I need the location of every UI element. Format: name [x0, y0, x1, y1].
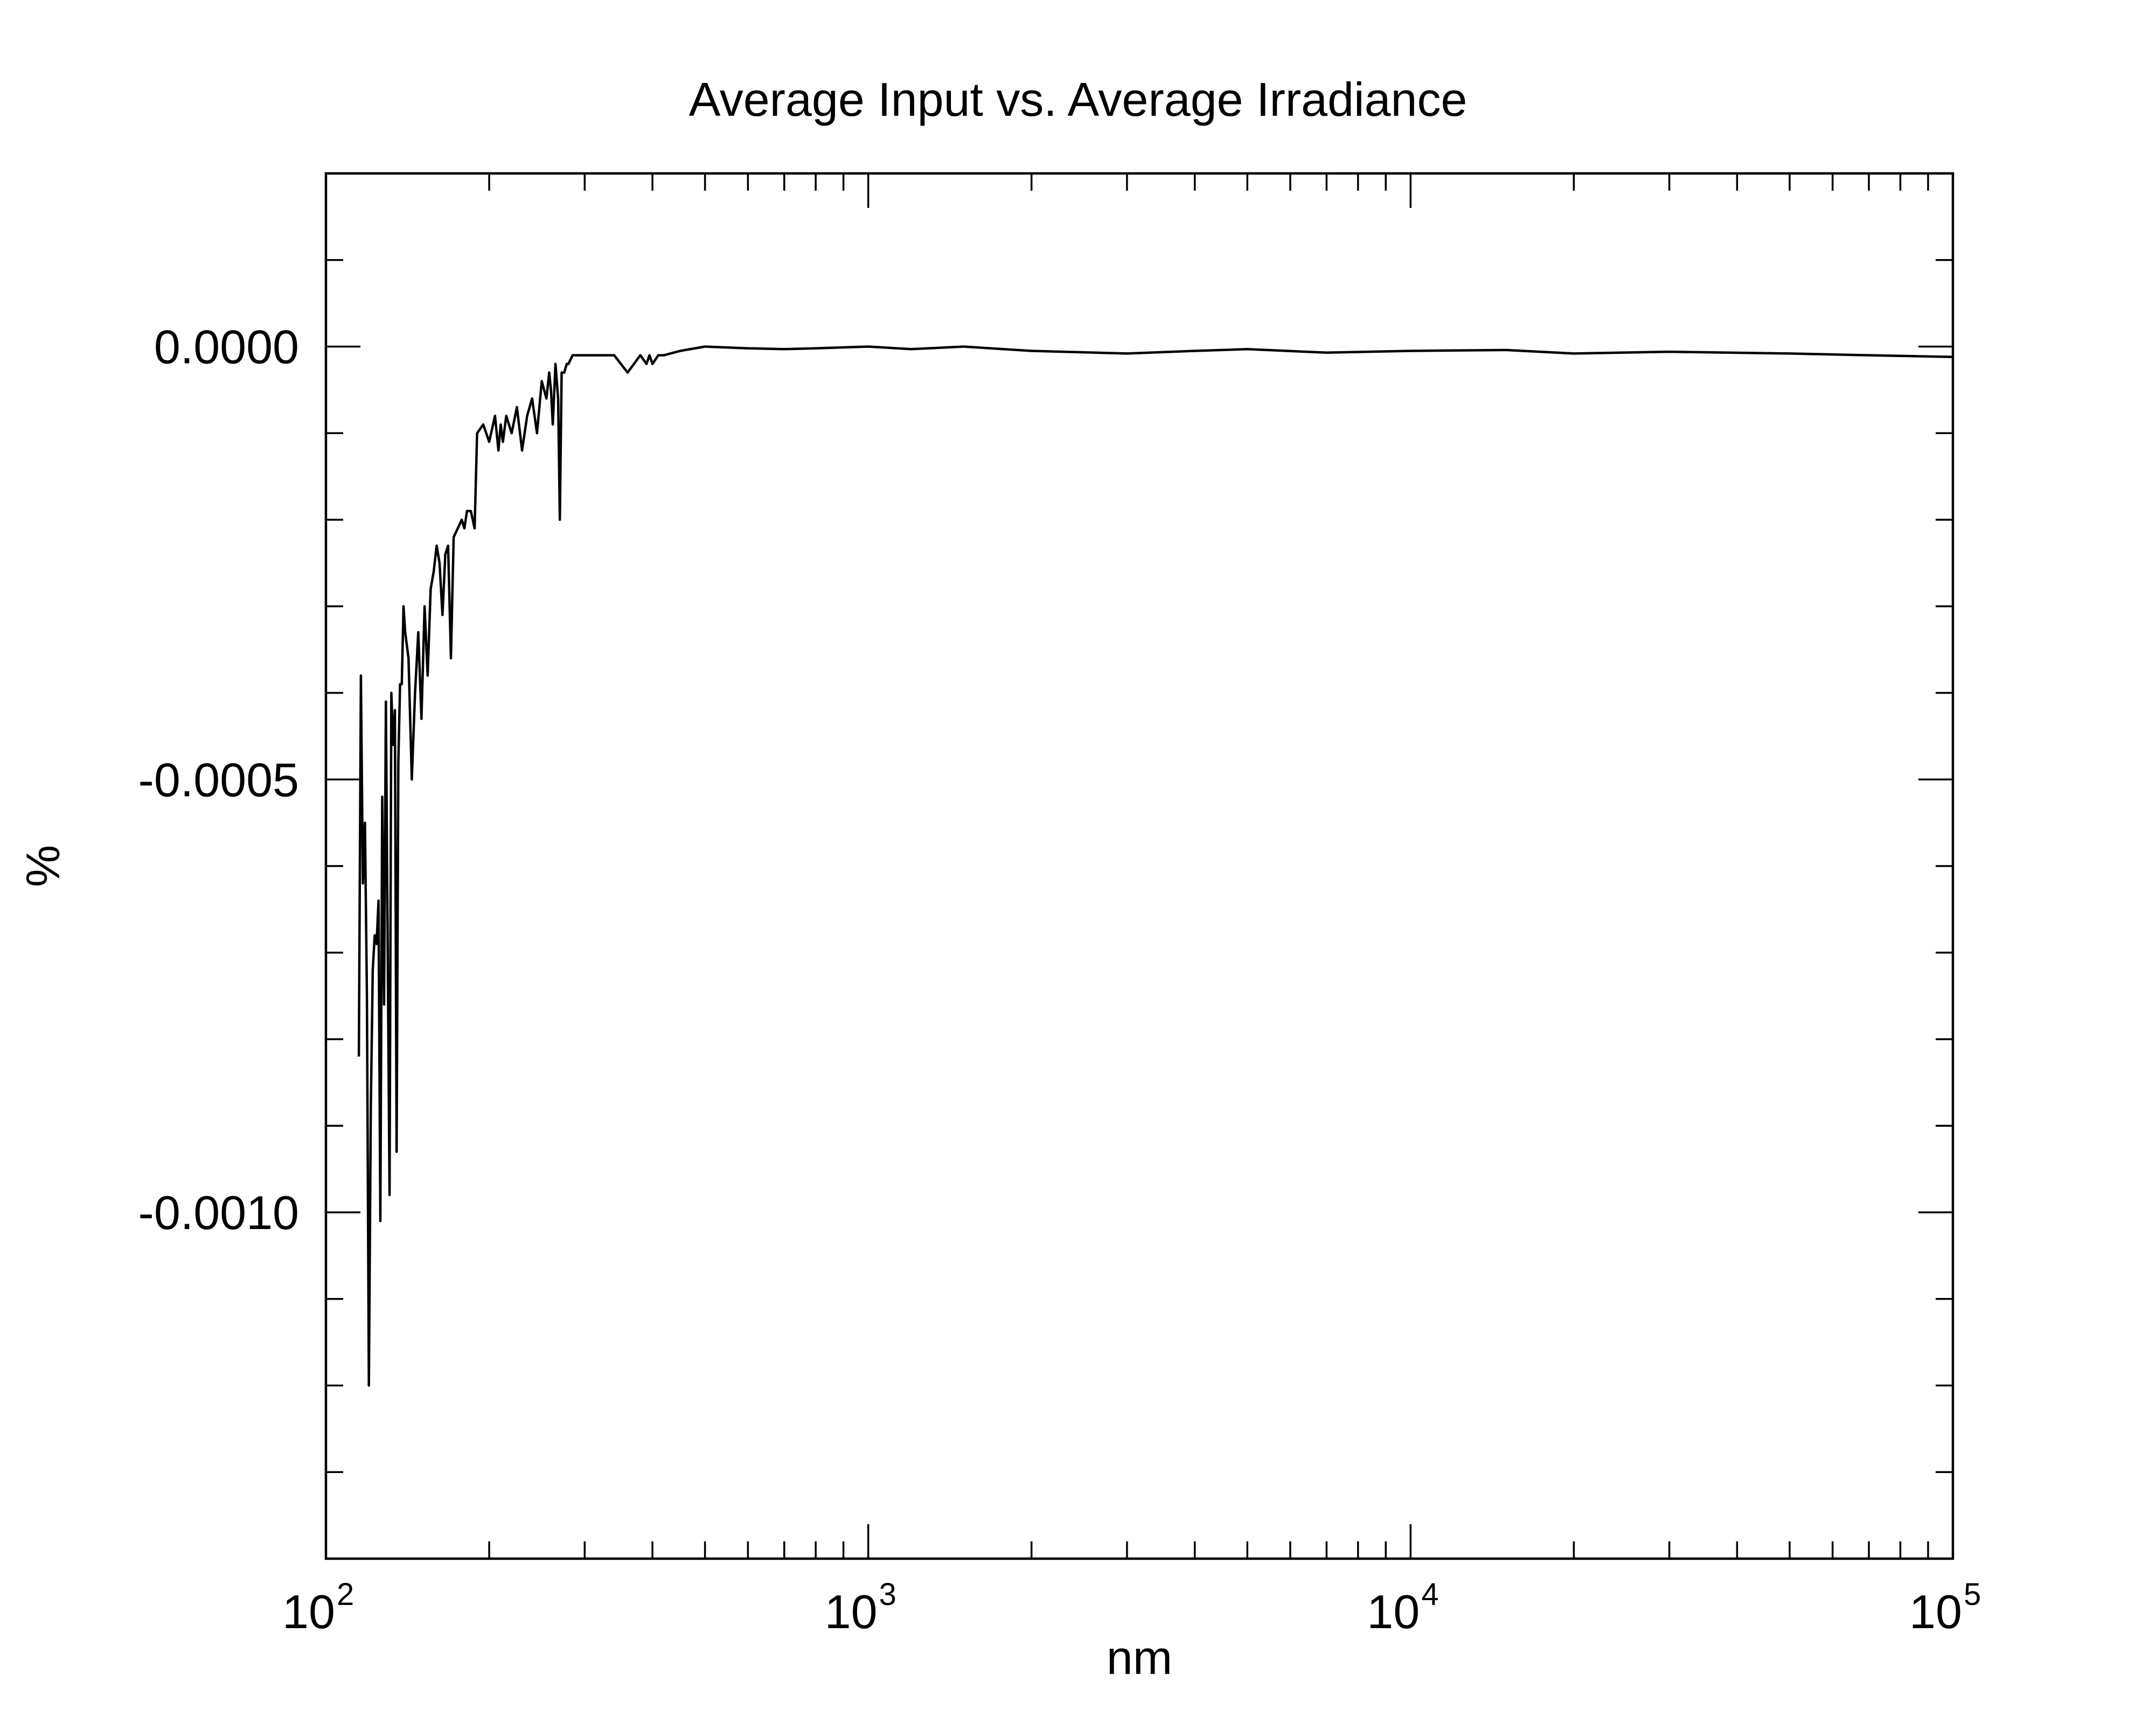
x-tick-label: 10 4: [1367, 1577, 1438, 1638]
x-tick-label: 10 5: [1909, 1577, 1981, 1638]
x-tick-label: 10 2: [282, 1577, 354, 1638]
y-tick-labels: 0.0000 -0.0005 -0.0010: [138, 320, 299, 1240]
y-tick-label: -0.0010: [138, 1186, 299, 1239]
x-tick-label-exponent: 4: [1421, 1577, 1438, 1612]
x-tick-label-base: 10: [1909, 1585, 1962, 1638]
tick-marks: [326, 173, 1953, 1559]
x-tick-labels: 10 2 10 3 10 4 10 5: [282, 1577, 1981, 1638]
chart-title: Average Input vs. Average Irradiance: [689, 73, 1468, 126]
x-tick-label-exponent: 2: [337, 1577, 354, 1612]
y-tick-label: -0.0005: [138, 753, 299, 806]
y-tick-label: 0.0000: [154, 320, 299, 374]
x-tick-label-base: 10: [282, 1585, 335, 1638]
x-tick-label-base: 10: [825, 1585, 878, 1638]
x-tick-label-exponent: 3: [879, 1577, 896, 1612]
plot-frame: [324, 172, 1955, 1560]
x-tick-label: 10 3: [825, 1577, 896, 1638]
series-line: [357, 345, 1953, 1387]
x-axis-label: nm: [1107, 1631, 1172, 1684]
y-axis-label: %: [16, 845, 69, 887]
x-tick-label-exponent: 5: [1964, 1577, 1981, 1612]
x-tick-label-base: 10: [1367, 1585, 1420, 1638]
